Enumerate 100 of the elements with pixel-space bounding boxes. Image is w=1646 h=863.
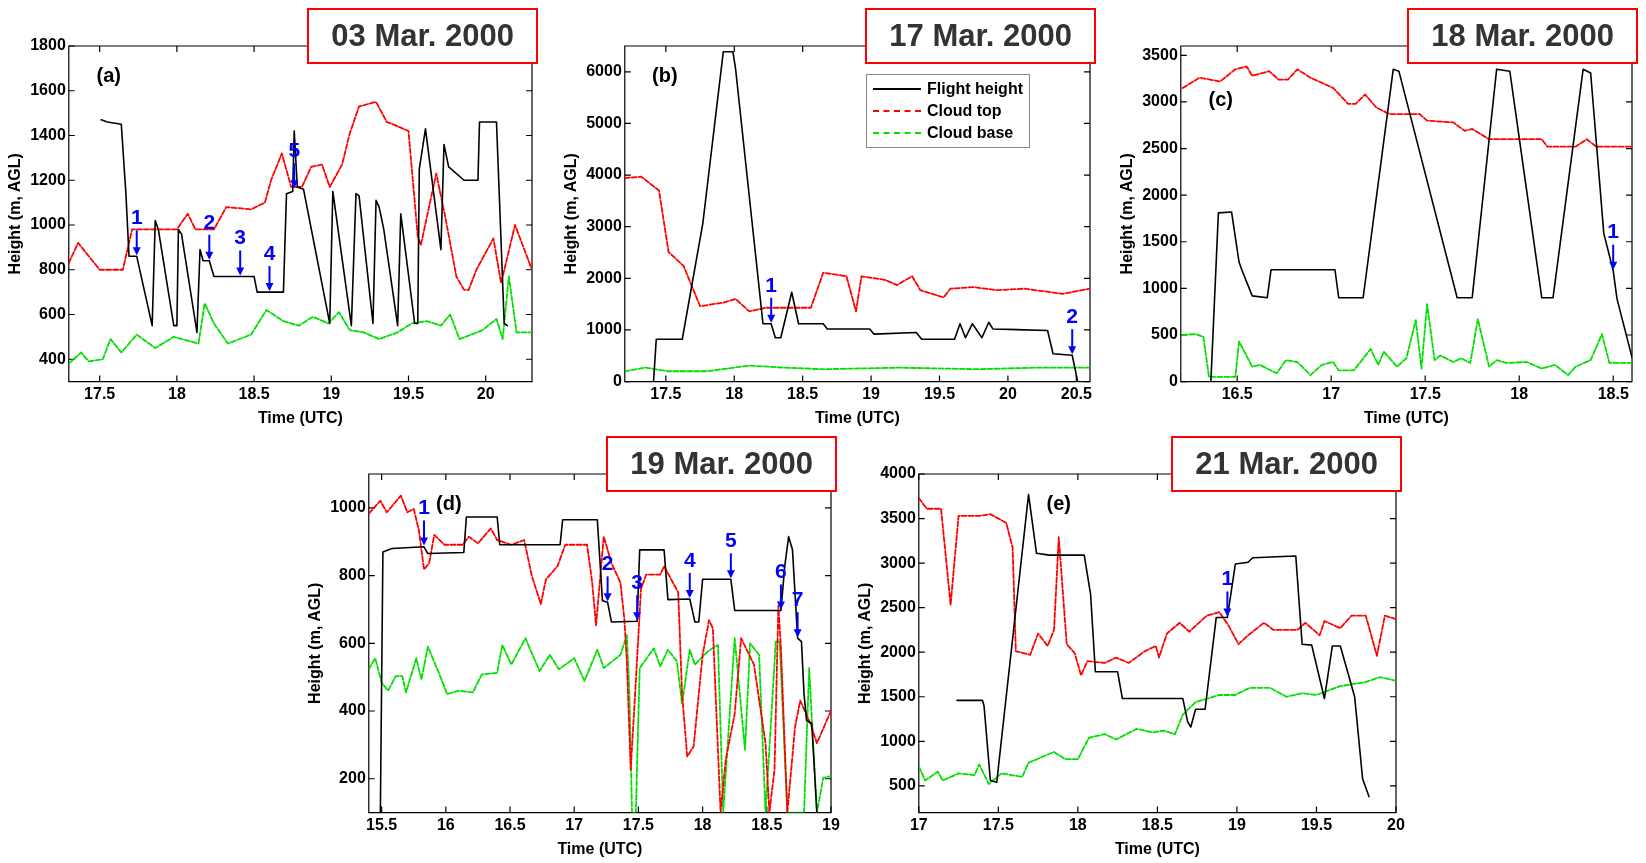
y-tick-label: 1000 [30, 215, 66, 233]
y-tick-label: 1500 [1142, 232, 1178, 250]
y-tick-label: 3000 [880, 553, 916, 571]
annotation: (a) [96, 63, 122, 86]
y-tick-label: 400 [339, 701, 366, 719]
x-tick-label: 17 [1322, 384, 1341, 402]
x-tick-label: 17 [565, 815, 584, 833]
annotation: (d) [436, 491, 462, 514]
y-axis-title: Height (m, AGL) [1118, 153, 1136, 275]
y-tick-label: 1000 [880, 731, 916, 749]
x-tick-label: 19 [322, 384, 341, 402]
y-tick-label: 1500 [880, 687, 916, 705]
x-axis-title: Time (UTC) [257, 408, 343, 426]
line-series [1181, 65, 1632, 148]
x-tick-label: 20 [999, 384, 1017, 402]
y-tick-label: 1000 [586, 320, 622, 338]
x-tick-label: 20.5 [1060, 384, 1092, 402]
y-tick-label: 400 [39, 349, 66, 367]
y-axis-title: Height (m, AGL) [6, 153, 24, 275]
y-tick-label: 3500 [1142, 45, 1178, 63]
y-tick-label: 2500 [1142, 138, 1178, 156]
legend-label: Cloud top [927, 101, 1002, 121]
x-tick-label: 17.5 [650, 384, 682, 402]
x-tick-label: 17 [909, 815, 928, 833]
chart-title: 03 Mar. 2000 [307, 8, 538, 64]
x-axis-title: Time (UTC) [814, 408, 900, 426]
x-tick-label: 18 [725, 384, 744, 402]
x-tick-label: 15.5 [366, 815, 398, 833]
x-tick-label: 18 [693, 815, 712, 833]
legend-label: Cloud base [927, 123, 1014, 143]
line-series [68, 275, 532, 365]
x-tick-label: 19.5 [1300, 815, 1333, 833]
annotation: (b) [652, 63, 678, 86]
y-tick-label: 1400 [30, 125, 66, 143]
y-tick-label: 1000 [1142, 278, 1178, 296]
annotation: 4 [263, 240, 276, 264]
x-axis-title: Time (UTC) [557, 839, 643, 857]
chart-title: 19 Mar. 2000 [606, 436, 837, 492]
x-tick-label: 18 [167, 384, 186, 402]
annotation: 2 [1066, 304, 1079, 328]
y-axis-title: Height (m, AGL) [306, 582, 324, 704]
y-axis-title: Height (m, AGL) [562, 153, 580, 275]
y-tick-label: 0 [1168, 372, 1178, 390]
y-tick-label: 5000 [586, 113, 622, 131]
annotation: (e) [1046, 491, 1072, 514]
x-tick-label: 19.5 [392, 384, 425, 402]
x-tick-label: 18 [1510, 384, 1529, 402]
y-tick-label: 1200 [30, 170, 66, 188]
annotation: (c) [1208, 87, 1234, 110]
x-tick-label: 18.5 [1597, 384, 1629, 402]
x-tick-label: 19 [822, 815, 840, 833]
y-tick-label: 2000 [1142, 185, 1178, 203]
annotation: 1 [418, 495, 431, 519]
line-series [1181, 303, 1632, 378]
x-tick-label: 19.5 [923, 384, 956, 402]
x-tick-label: 18.5 [238, 384, 270, 402]
x-tick-label: 16 [436, 815, 455, 833]
y-tick-label: 600 [339, 633, 366, 651]
y-tick-label: 2000 [586, 268, 622, 286]
y-tick-label: 3500 [880, 508, 916, 526]
line-series [68, 101, 532, 291]
y-tick-label: 500 [889, 776, 916, 794]
x-axis-title: Time (UTC) [1363, 408, 1449, 426]
y-tick-label: 4000 [586, 165, 622, 183]
line-series [368, 634, 831, 813]
annotation: 2 [601, 551, 614, 575]
annotation: 1 [130, 205, 143, 229]
annotation: 1 [1607, 219, 1620, 243]
x-tick-label: 20 [1387, 815, 1405, 833]
x-tick-label: 18.5 [787, 384, 819, 402]
y-tick-label: 2000 [880, 642, 916, 660]
annotation: 1 [1221, 566, 1234, 590]
y-tick-label: 800 [339, 565, 366, 583]
x-tick-label: 18.5 [751, 815, 783, 833]
y-tick-label: 4000 [880, 464, 916, 482]
y-axis-title: Height (m, AGL) [856, 582, 874, 704]
y-tick-label: 800 [39, 260, 66, 278]
x-tick-label: 20 [476, 384, 495, 402]
line-series [918, 676, 1396, 785]
annotation: 2 [203, 209, 216, 233]
x-tick-label: 17.5 [84, 384, 116, 402]
y-tick-label: 600 [39, 304, 66, 322]
annotation: 4 [683, 547, 696, 571]
y-tick-label: 3000 [1142, 92, 1178, 110]
x-tick-label: 19 [862, 384, 881, 402]
y-tick-label: 1000 [330, 498, 366, 516]
y-tick-label: 2500 [880, 598, 916, 616]
y-tick-label: 1600 [30, 81, 66, 99]
chart-title: 18 Mar. 2000 [1407, 8, 1638, 64]
line-series [918, 497, 1396, 677]
y-tick-label: 0 [612, 372, 622, 390]
x-tick-label: 19 [1228, 815, 1246, 833]
chart-title: 17 Mar. 2000 [865, 8, 1096, 64]
annotation: 1 [765, 272, 778, 296]
x-tick-label: 16.5 [1221, 384, 1253, 402]
y-tick-label: 500 [1151, 325, 1178, 343]
annotation: 5 [725, 528, 738, 552]
x-tick-label: 18 [1068, 815, 1087, 833]
y-tick-label: 6000 [586, 62, 622, 80]
x-tick-label: 17.5 [982, 815, 1014, 833]
